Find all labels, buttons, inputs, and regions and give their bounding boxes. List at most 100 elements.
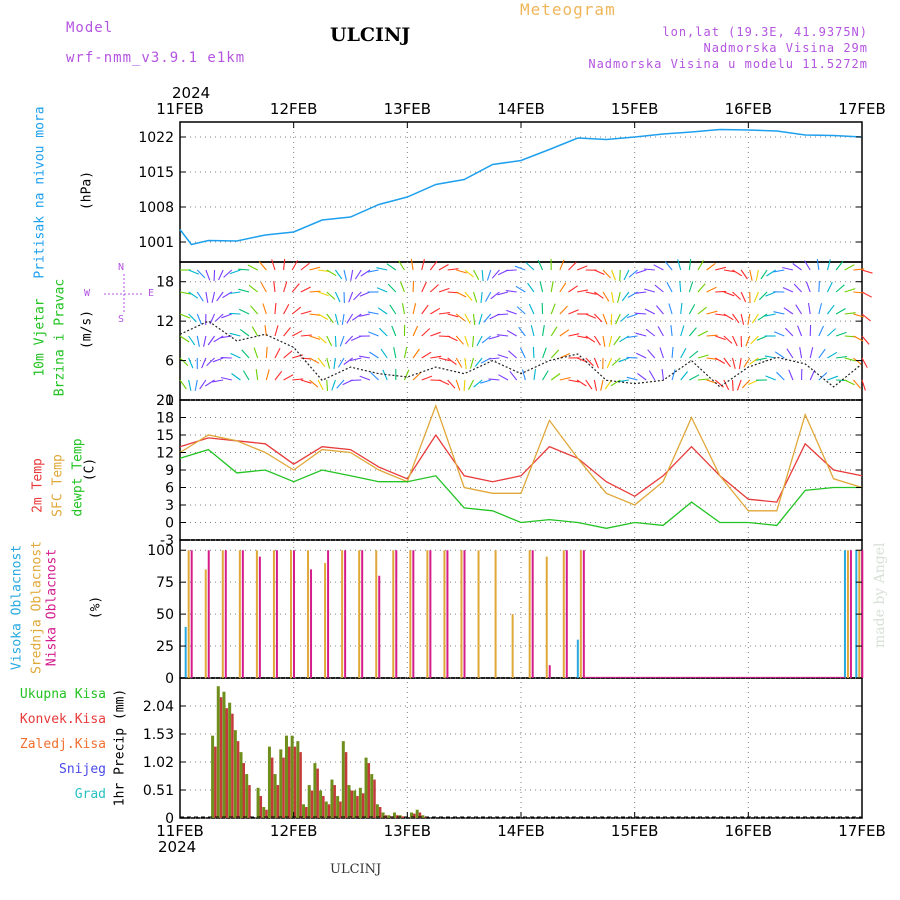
wind-arrow — [398, 260, 405, 271]
wind-arrow — [659, 347, 664, 359]
wind-arrow — [550, 349, 560, 359]
wind-arrow — [853, 313, 865, 318]
wind-arrow — [816, 259, 820, 271]
wind-arrow — [505, 289, 517, 293]
y-tick-label: 15 — [156, 428, 174, 444]
wind-arrow — [464, 269, 474, 278]
wind-arrow — [376, 287, 388, 293]
wind-arrow — [473, 269, 480, 280]
total-precip-bar — [347, 785, 351, 818]
wind-arrow — [430, 331, 441, 337]
wind-arrow — [745, 335, 751, 347]
wind-arrow — [723, 291, 735, 297]
wind-arrow — [764, 313, 776, 317]
wind-arrow — [525, 262, 535, 271]
wind-arrow — [179, 379, 187, 390]
wind-arrow — [291, 330, 303, 337]
wind-arrow — [731, 379, 734, 392]
wind-arrow — [229, 312, 241, 315]
wind-arrow — [799, 347, 803, 359]
wind-arrow — [412, 325, 419, 337]
wind-arrow — [706, 286, 717, 293]
conv-precip-bar — [242, 763, 246, 818]
wind-arrow — [464, 291, 473, 301]
wind-arrow — [585, 357, 594, 367]
wind-arrow — [188, 269, 200, 275]
wind-arrow — [456, 291, 467, 298]
wind-arrow — [805, 281, 811, 293]
wind-arrow — [300, 286, 311, 293]
wind-arrow — [757, 313, 768, 321]
conv-precip-bar — [236, 741, 240, 818]
wind-arrow — [469, 357, 475, 369]
conv-precip-bar — [310, 790, 314, 818]
compass-w: W — [84, 288, 91, 299]
wind-arrow — [680, 303, 683, 315]
wind-arrow — [205, 379, 215, 387]
wind-arrow — [497, 313, 509, 316]
wind-arrow — [506, 309, 517, 315]
model-label: Model — [66, 20, 114, 36]
wind-arrow — [610, 379, 621, 387]
wind-arrow — [380, 348, 388, 359]
wind-arrow — [550, 303, 556, 315]
wind-arrow — [653, 264, 664, 271]
wind-arrow — [206, 357, 215, 366]
wind-arrow — [706, 262, 716, 271]
total-precip-bar — [415, 809, 419, 818]
wind-arrow — [593, 335, 601, 346]
wind-arrow — [585, 291, 597, 295]
wind-arrow — [309, 313, 321, 316]
conv-precip-bar — [287, 746, 291, 818]
y-tick-label: 12 — [156, 314, 174, 330]
wind-arrow — [421, 259, 425, 271]
y-tick-label: 9 — [165, 463, 174, 479]
total-precip-bar — [336, 796, 340, 818]
wind-arrow — [697, 283, 706, 293]
wind-arrow — [309, 357, 320, 364]
wind-arrow — [334, 269, 343, 280]
conv-precip-bar — [378, 807, 382, 818]
wind-arrow — [594, 269, 605, 276]
wind-arrow — [516, 306, 526, 315]
wind-arrow — [844, 379, 855, 386]
legend-total-precip: Ukupna Kisa — [19, 687, 106, 702]
wind-arrow — [367, 311, 379, 315]
y-tick-label: 2.04 — [143, 699, 174, 715]
conv-precip-bar — [413, 813, 416, 818]
wind-arrow — [636, 352, 647, 359]
total-precip-bar — [284, 735, 288, 818]
y-tick-label: -3 — [160, 533, 174, 549]
wind-arrow — [274, 325, 279, 337]
wind-arrow — [438, 311, 450, 315]
wind-arrow — [463, 379, 466, 392]
total-precip-bar — [245, 774, 249, 818]
conv-precip-bar — [276, 785, 280, 818]
wind-arrow — [472, 291, 478, 303]
wind-arrow — [521, 369, 526, 381]
wind-arrow — [258, 261, 267, 271]
wind-arrow — [334, 335, 337, 348]
wind-arrow — [765, 375, 776, 381]
wind-arrow — [623, 269, 630, 281]
wind-arrow — [317, 291, 329, 297]
wind-arrow — [688, 304, 696, 315]
y-tick-label: 1022 — [138, 130, 174, 146]
wind-arrow — [585, 313, 597, 319]
wind-arrow — [447, 268, 459, 271]
wind-arrow — [309, 290, 321, 293]
wind-arrow — [379, 327, 388, 337]
total-precip-bar — [262, 807, 266, 818]
wind-arrow — [480, 291, 483, 303]
wind-arrow — [412, 372, 422, 381]
wind-arrow — [221, 313, 232, 319]
wind-arrow — [644, 308, 656, 315]
wind-arrow — [647, 349, 656, 359]
wind-arrow — [283, 304, 290, 315]
wind-arrow — [835, 284, 845, 293]
wind-arrow — [827, 328, 836, 337]
wind-arrow — [348, 291, 354, 303]
wind-arrow — [542, 370, 549, 381]
wind-arrow — [391, 325, 397, 337]
wind-arrow — [758, 291, 768, 301]
